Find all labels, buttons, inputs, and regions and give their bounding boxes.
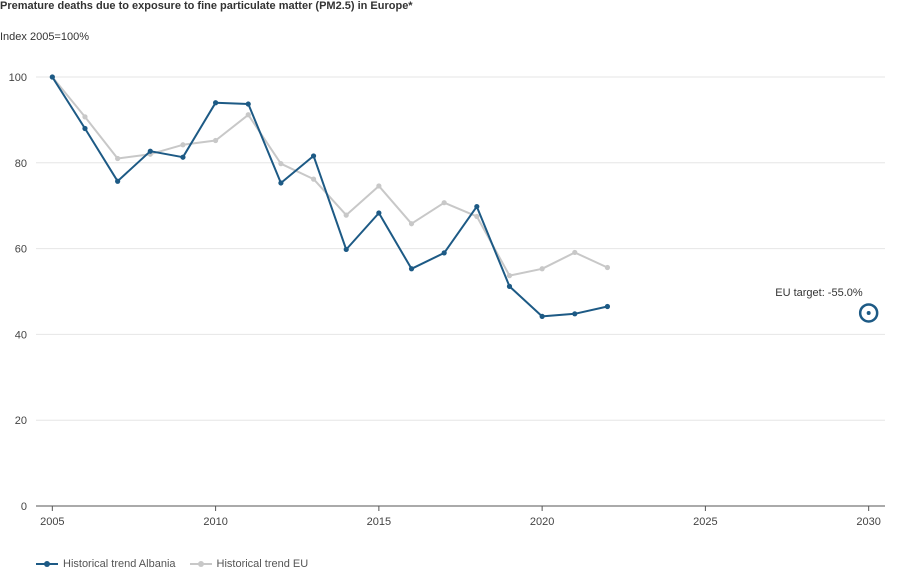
legend-swatch-eu (189, 559, 212, 569)
x-tick-label: 2010 (203, 516, 227, 528)
series-line-albania (51, 76, 608, 318)
data-point-albania[interactable] (147, 148, 153, 154)
data-point-albania[interactable] (506, 283, 513, 289)
x-tick-label: 2005 (40, 516, 64, 528)
data-point-eu[interactable] (180, 142, 186, 148)
data-point-eu[interactable] (82, 114, 88, 120)
x-tick-label: 2025 (693, 516, 717, 528)
legend: Historical trend Albania Historical tren… (36, 558, 322, 570)
x-tick-label: 2020 (530, 516, 554, 528)
x-tick-label: 2015 (367, 516, 391, 528)
data-point-albania[interactable] (278, 180, 284, 186)
data-point-albania[interactable] (376, 210, 382, 216)
y-tick-label: 100 (9, 72, 27, 84)
data-point-eu[interactable] (245, 112, 251, 118)
data-point-eu[interactable] (506, 273, 513, 279)
data-point-eu[interactable] (115, 155, 121, 162)
data-point-eu[interactable] (604, 264, 611, 271)
data-point-eu[interactable] (376, 183, 382, 189)
data-point-eu[interactable] (212, 137, 219, 144)
y-tick-label: 60 (15, 244, 27, 256)
data-point-albania[interactable] (49, 74, 55, 80)
eu-target-marker-dot (866, 310, 871, 315)
data-point-albania[interactable] (82, 125, 88, 132)
data-point-albania[interactable] (539, 313, 545, 319)
y-tick-label: 20 (15, 415, 27, 427)
data-point-eu[interactable] (539, 266, 545, 272)
eu-target-label: EU target: -55.0% (775, 287, 863, 299)
data-point-eu[interactable] (278, 161, 284, 167)
y-axis-ticks: 0 20 40 60 80 100 (9, 72, 27, 513)
data-point-albania[interactable] (408, 266, 415, 272)
legend-label-albania: Historical trend Albania (63, 558, 176, 570)
data-point-eu[interactable] (310, 176, 317, 182)
data-point-albania[interactable] (310, 153, 317, 159)
x-tick-label: 2030 (856, 516, 880, 528)
data-point-eu[interactable] (441, 200, 447, 206)
legend-item-eu[interactable]: Historical trend EU (189, 558, 309, 570)
data-point-eu[interactable] (572, 249, 578, 256)
data-point-albania[interactable] (604, 303, 611, 310)
data-point-eu[interactable] (343, 212, 349, 218)
legend-swatch-albania (36, 559, 58, 569)
annotations-layer: EU target: -55.0% (775, 287, 879, 323)
data-point-albania[interactable] (245, 101, 251, 107)
y-tick-label: 40 (15, 329, 27, 341)
legend-label-eu: Historical trend EU (216, 558, 309, 570)
data-point-eu[interactable] (474, 213, 480, 220)
data-point-albania[interactable] (572, 311, 578, 317)
data-point-eu[interactable] (408, 221, 415, 227)
data-point-albania[interactable] (212, 100, 219, 106)
data-point-albania[interactable] (115, 178, 121, 184)
data-point-albania[interactable] (441, 250, 447, 256)
gridlines (36, 76, 885, 421)
y-tick-label: 0 (21, 501, 27, 513)
series-layer (49, 74, 611, 319)
chart-title: Premature deaths due to exposure to fine… (0, 0, 413, 12)
legend-item-albania[interactable]: Historical trend Albania (36, 558, 176, 570)
y-tick-label: 80 (15, 158, 27, 170)
data-point-albania[interactable] (474, 203, 480, 210)
data-point-albania[interactable] (180, 154, 186, 160)
data-point-albania[interactable] (343, 246, 349, 253)
series-line-eu (51, 76, 608, 277)
x-axis-ticks: 2005 2010 2015 2020 2025 2030 (40, 506, 881, 528)
chart-subtitle: Index 2005=100% (0, 31, 89, 43)
